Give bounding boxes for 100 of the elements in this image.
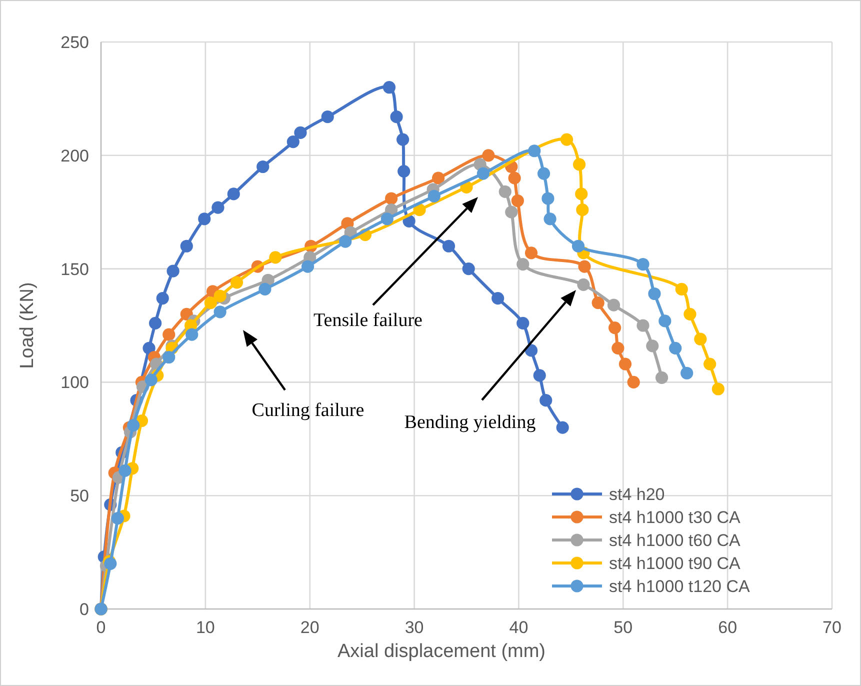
point xyxy=(528,144,541,158)
point xyxy=(540,394,552,407)
y-tick-label: 150 xyxy=(60,260,89,279)
point xyxy=(214,290,226,302)
point xyxy=(432,172,445,184)
point xyxy=(592,296,604,310)
point xyxy=(680,366,694,380)
point xyxy=(646,340,659,352)
point xyxy=(166,264,180,278)
legend-label: st4 h1000 t120 CA xyxy=(609,577,750,596)
point xyxy=(269,251,282,264)
point xyxy=(156,292,169,305)
point xyxy=(118,464,132,477)
point xyxy=(142,342,156,354)
point xyxy=(684,308,696,320)
point xyxy=(636,319,650,332)
x-tick-label: 30 xyxy=(404,618,424,637)
point xyxy=(258,282,272,296)
point xyxy=(712,382,724,396)
point xyxy=(380,212,394,226)
point xyxy=(658,314,672,328)
y-axis-title: Load (KN) xyxy=(17,282,38,369)
y-tick-label: 0 xyxy=(80,600,89,619)
point xyxy=(482,149,495,162)
point xyxy=(180,308,193,320)
point xyxy=(675,282,688,296)
point xyxy=(476,167,490,180)
point xyxy=(428,190,440,203)
point xyxy=(230,276,244,289)
point xyxy=(498,185,512,198)
point xyxy=(560,133,574,146)
point xyxy=(212,201,224,214)
annotation: Tensile failure xyxy=(314,310,422,331)
point xyxy=(572,240,585,252)
legend-label: st4 h1000 t90 CA xyxy=(609,554,742,573)
x-tick-label: 60 xyxy=(718,618,738,637)
point xyxy=(398,164,410,178)
point xyxy=(301,260,314,273)
x-tick-label: 10 xyxy=(196,618,215,637)
point xyxy=(516,258,530,271)
point xyxy=(149,316,162,330)
legend-label: st4 h1000 t30 CA xyxy=(609,508,742,527)
point xyxy=(694,332,707,346)
point xyxy=(608,321,622,334)
point xyxy=(618,358,632,370)
point xyxy=(533,369,546,382)
point xyxy=(556,421,569,434)
point xyxy=(505,206,518,218)
point xyxy=(462,262,475,276)
point xyxy=(627,376,640,388)
point xyxy=(321,110,334,124)
point xyxy=(339,235,352,248)
point xyxy=(390,110,403,124)
y-tick-label: 200 xyxy=(60,146,89,166)
point xyxy=(186,328,198,341)
point xyxy=(612,342,624,354)
point xyxy=(256,160,270,174)
point xyxy=(127,419,140,432)
y-tick-label: 250 xyxy=(60,33,89,52)
legend-label: st4 h1000 t60 CA xyxy=(609,531,742,550)
point xyxy=(180,240,193,252)
y-tick-label: 50 xyxy=(70,486,89,506)
x-tick-label: 40 xyxy=(509,618,528,637)
x-tick-label: 0 xyxy=(96,618,106,637)
point xyxy=(578,260,591,273)
point xyxy=(396,133,410,146)
point xyxy=(575,188,588,200)
point xyxy=(385,192,398,205)
point xyxy=(144,374,158,386)
point xyxy=(198,212,211,226)
point xyxy=(382,81,396,94)
point xyxy=(511,194,524,208)
annotation: Curling failure xyxy=(252,400,364,421)
point xyxy=(636,258,650,271)
point xyxy=(508,172,521,184)
point xyxy=(524,246,538,260)
point xyxy=(648,287,661,300)
x-tick-label: 70 xyxy=(822,618,842,637)
point xyxy=(294,126,307,140)
point xyxy=(655,371,668,384)
point xyxy=(286,136,300,148)
x-axis-title: Axial displacement (mm) xyxy=(338,641,546,662)
x-tick-label: 50 xyxy=(614,618,633,637)
point xyxy=(669,342,682,354)
point xyxy=(492,292,504,305)
point xyxy=(572,158,586,171)
point xyxy=(111,512,124,525)
point xyxy=(214,306,226,318)
point xyxy=(162,328,176,341)
point xyxy=(162,350,176,364)
annotation: Bending yielding xyxy=(404,412,536,433)
point xyxy=(413,204,426,216)
point xyxy=(607,298,620,312)
point xyxy=(577,278,590,291)
point xyxy=(542,192,554,205)
point xyxy=(516,316,530,330)
x-tick-label: 20 xyxy=(300,618,320,637)
point xyxy=(576,204,589,216)
point xyxy=(544,212,556,226)
point xyxy=(442,240,456,252)
